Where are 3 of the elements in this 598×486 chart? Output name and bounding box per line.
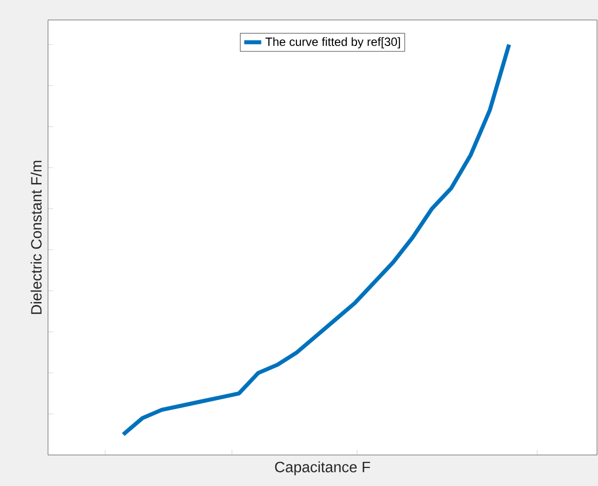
x-axis-title: Capacitance F	[275, 461, 370, 476]
legend-label: The curve fitted by ref[30]	[266, 37, 400, 48]
y-axis-title: Dielectric Constant F/m	[30, 160, 42, 314]
